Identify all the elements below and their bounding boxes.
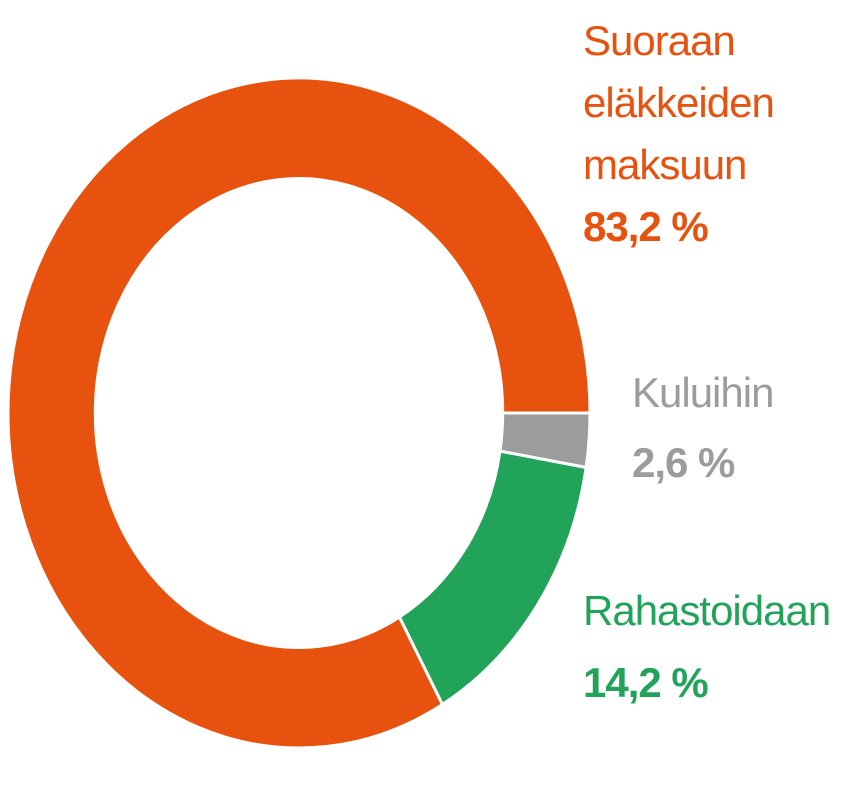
value-label: 2,6 % (632, 439, 735, 486)
value-label: 14,2 % (583, 659, 709, 706)
slice-label: Suoraan eläkkeiden maksuun (583, 17, 775, 188)
value-label: 83,2 % (583, 203, 709, 250)
donut-slice (397, 449, 588, 707)
slice-label: Kuluihin (632, 369, 774, 416)
donut-slice (6, 76, 592, 750)
slice-label: Rahastoidaan (583, 587, 831, 634)
